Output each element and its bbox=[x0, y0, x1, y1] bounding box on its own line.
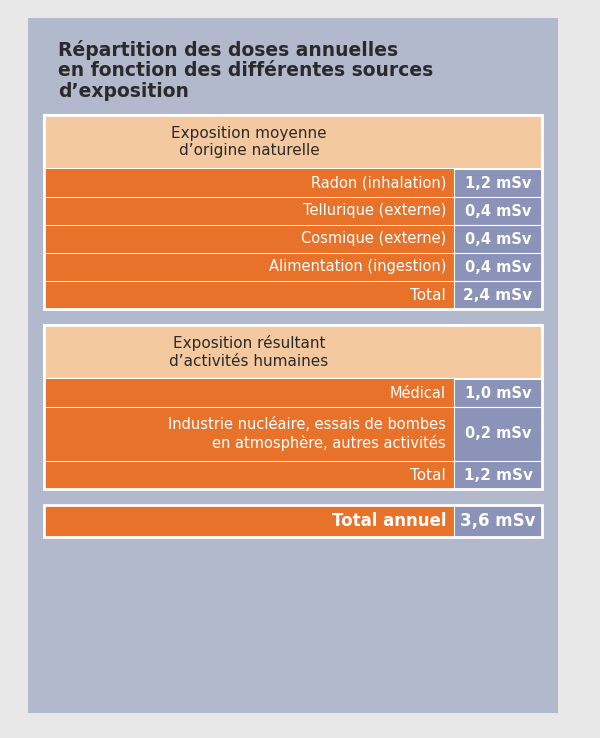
Text: Répartition des doses annuelles: Répartition des doses annuelles bbox=[58, 40, 398, 60]
Bar bbox=[44, 225, 542, 226]
Bar bbox=[454, 281, 542, 309]
Text: Total annuel: Total annuel bbox=[331, 512, 446, 530]
Bar bbox=[44, 115, 542, 309]
Text: Tellurique (externe): Tellurique (externe) bbox=[302, 204, 446, 218]
Bar bbox=[44, 379, 454, 407]
Bar bbox=[44, 281, 542, 282]
Text: Total: Total bbox=[410, 467, 446, 483]
Bar bbox=[44, 407, 454, 461]
Bar bbox=[454, 505, 542, 537]
Text: Cosmique (externe): Cosmique (externe) bbox=[301, 232, 446, 246]
Text: 1,0 mSv: 1,0 mSv bbox=[465, 385, 531, 401]
Bar bbox=[454, 407, 542, 461]
Bar bbox=[28, 18, 558, 713]
Text: 0,4 mSv: 0,4 mSv bbox=[465, 204, 531, 218]
Bar bbox=[44, 461, 542, 462]
Text: Exposition moyenne
d’origine naturelle: Exposition moyenne d’origine naturelle bbox=[171, 125, 327, 158]
Text: 0,2 mSv: 0,2 mSv bbox=[465, 427, 531, 441]
Text: en fonction des différentes sources: en fonction des différentes sources bbox=[58, 61, 433, 80]
Bar bbox=[454, 461, 542, 489]
Bar bbox=[454, 225, 542, 253]
Text: 0,4 mSv: 0,4 mSv bbox=[465, 232, 531, 246]
Bar bbox=[44, 169, 454, 281]
Text: 3,6 mSv: 3,6 mSv bbox=[460, 512, 536, 530]
Bar bbox=[454, 197, 542, 225]
Bar bbox=[44, 505, 542, 537]
Bar bbox=[44, 407, 542, 408]
Text: d’exposition: d’exposition bbox=[58, 82, 189, 101]
Text: Exposition résultant
d’activités humaines: Exposition résultant d’activités humaine… bbox=[169, 335, 329, 369]
Text: Total: Total bbox=[410, 288, 446, 303]
Text: Radon (inhalation): Radon (inhalation) bbox=[311, 176, 446, 190]
Bar bbox=[44, 461, 454, 489]
Bar bbox=[454, 379, 542, 407]
Bar bbox=[44, 253, 542, 254]
Text: 0,4 mSv: 0,4 mSv bbox=[465, 260, 531, 275]
Text: 1,2 mSv: 1,2 mSv bbox=[464, 467, 533, 483]
Text: 2,4 mSv: 2,4 mSv bbox=[463, 288, 533, 303]
Bar bbox=[454, 253, 542, 281]
Bar bbox=[44, 505, 454, 537]
Text: Industrie nucléaire, essais de bombes
en atmosphère, autres activités: Industrie nucléaire, essais de bombes en… bbox=[168, 417, 446, 451]
Bar bbox=[44, 115, 542, 169]
Bar bbox=[44, 325, 542, 379]
Text: Médical: Médical bbox=[390, 385, 446, 401]
Bar bbox=[44, 281, 454, 309]
Bar bbox=[44, 325, 542, 489]
Text: Alimentation (ingestion): Alimentation (ingestion) bbox=[269, 260, 446, 275]
Text: 1,2 mSv: 1,2 mSv bbox=[465, 176, 531, 190]
Bar bbox=[44, 197, 542, 198]
Bar bbox=[454, 169, 542, 197]
